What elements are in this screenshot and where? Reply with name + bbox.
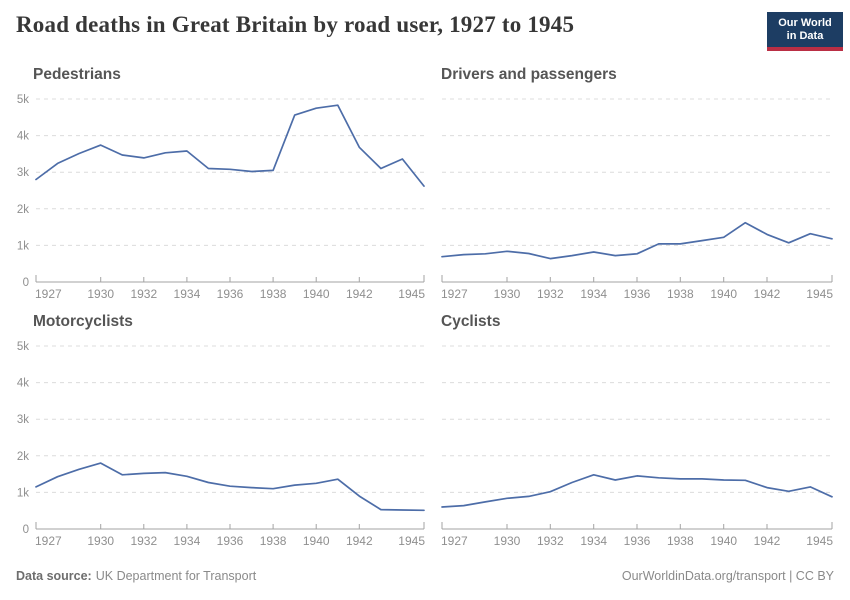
- x-axis-label: 1930: [87, 534, 114, 548]
- x-axis-label: 1932: [537, 534, 564, 548]
- y-axis-label: 1k: [17, 487, 29, 499]
- x-axis-label: 1945: [806, 534, 833, 548]
- x-axis-label: 1940: [710, 534, 737, 548]
- x-axis-label: 1934: [174, 287, 201, 301]
- data-line-series: [441, 473, 833, 508]
- x-axis-label: 1936: [624, 534, 651, 548]
- panel-title-drivers-passengers: Drivers and passengers: [441, 66, 617, 83]
- x-axis-label: 1934: [174, 534, 201, 548]
- y-axis-label: 2k: [17, 204, 29, 216]
- x-axis-label: 1930: [494, 534, 521, 548]
- x-axis-label: 1932: [537, 287, 564, 301]
- x-axis-label: 1938: [260, 287, 287, 301]
- x-axis-label: 1934: [580, 287, 607, 301]
- x-axis-label: 1945: [398, 287, 425, 301]
- x-axis-label: 1936: [217, 287, 244, 301]
- data-source-label: Data source:: [16, 569, 92, 583]
- x-axis-label: 1942: [346, 287, 373, 301]
- y-axis-label: 5k: [17, 341, 29, 353]
- x-axis-label: 1945: [398, 534, 425, 548]
- x-axis-label: 1942: [346, 534, 373, 548]
- x-axis-label: 1930: [494, 287, 521, 301]
- panel-cyclists: Cyclists 1927 1930 1932 1934 1936 1938 1940 194…: [408, 313, 850, 567]
- x-axis-label: 1945: [806, 287, 833, 301]
- owid-logo-line1: Our World: [778, 17, 832, 29]
- owid-logo-line2: in Data: [786, 30, 824, 42]
- y-axis-label: 3k: [17, 167, 29, 179]
- x-axis-label: 1940: [710, 287, 737, 301]
- y-axis-label: 0: [23, 277, 29, 289]
- panel-title-cyclists: Cyclists: [441, 313, 501, 330]
- x-axis-label: 1936: [217, 534, 244, 548]
- panel-drivers-passengers: Drivers and passengers 1927 1930 1932 1934 1…: [408, 66, 850, 320]
- y-axis-label: 3k: [17, 414, 29, 426]
- panel-pedestrians: Pedestrians 0 1k 2k 3k 4k 5k 1927 1930 1932 1934 1…: [0, 66, 433, 320]
- y-axis-label: 5k: [17, 94, 29, 106]
- panel-title-pedestrians: Pedestrians: [33, 66, 121, 83]
- data-line-series: [35, 104, 425, 187]
- data-line-series: [441, 221, 833, 260]
- data-line-series: [35, 462, 425, 512]
- x-axis-label: 1932: [130, 287, 157, 301]
- x-axis-label: 1936: [624, 287, 651, 301]
- owid-footer-link[interactable]: OurWorldinData.org/transport | CC BY: [621, 569, 834, 583]
- line-chart-pedestrians: 0 1k 2k 3k 4k 5k 1927 1930 1932 1934 1936 1938 1940 1…: [17, 94, 425, 301]
- y-axis-label: 4k: [17, 131, 29, 143]
- page-title: Road deaths in Great Britain by road use…: [16, 12, 575, 37]
- y-axis-label: 1k: [17, 240, 29, 252]
- x-axis-label: 1940: [303, 287, 330, 301]
- x-axis-label: 1934: [580, 534, 607, 548]
- footer: Data source: UK Department for Transport …: [16, 569, 834, 583]
- x-axis-label: 1942: [754, 287, 781, 301]
- x-axis-label: 1938: [260, 534, 287, 548]
- line-chart-drivers-passengers: 1927 1930 1932 1934 1936 1938 1940 1942 1945: [441, 98, 833, 301]
- y-axis-label: 4k: [17, 378, 29, 390]
- x-axis-label: 1938: [667, 534, 694, 548]
- data-source-value: UK Department for Transport: [95, 569, 257, 583]
- x-axis-label: 1927: [35, 534, 62, 548]
- x-axis-label: 1927: [35, 287, 62, 301]
- y-axis-label: 2k: [17, 451, 29, 463]
- x-axis-label: 1927: [441, 287, 468, 301]
- x-axis-label: 1932: [130, 534, 157, 548]
- panel-motorcyclists: Motorcyclists 0 1k 2k 3k 4k 5k 1927 1930 1932 193…: [0, 313, 433, 567]
- x-axis-label: 1940: [303, 534, 330, 548]
- panel-title-motorcyclists: Motorcyclists: [33, 313, 133, 330]
- x-axis-label: 1927: [441, 534, 468, 548]
- x-axis-label: 1942: [754, 534, 781, 548]
- data-source: Data source: UK Department for Transport: [16, 569, 256, 583]
- x-axis-label: 1930: [87, 287, 114, 301]
- line-chart-cyclists: 1927 1930 1932 1934 1936 1938 1940 1942 1945: [441, 345, 833, 548]
- line-chart-motorcyclists: 0 1k 2k 3k 4k 5k 1927 1930 1932 1934 1936 1938 1940 1…: [17, 341, 425, 548]
- x-axis-label: 1938: [667, 287, 694, 301]
- owid-logo[interactable]: Our World in Data: [767, 12, 843, 51]
- y-axis-label: 0: [23, 524, 29, 536]
